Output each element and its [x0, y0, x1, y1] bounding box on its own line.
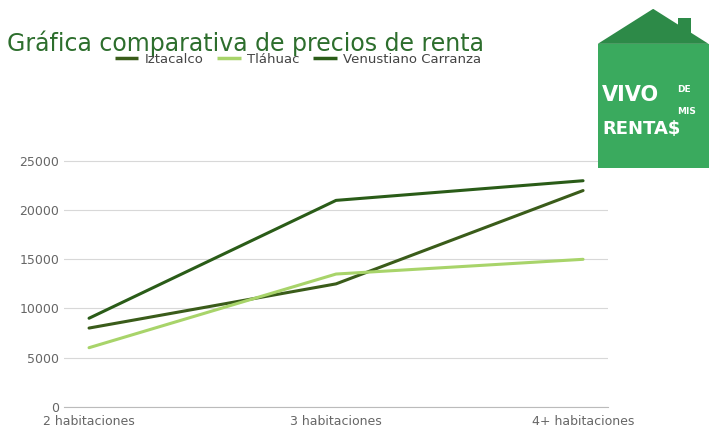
Text: Gráfica comparativa de precios de renta: Gráfica comparativa de precios de renta: [7, 31, 484, 57]
FancyBboxPatch shape: [598, 44, 709, 168]
Text: VIVO: VIVO: [602, 85, 659, 105]
Text: MIS: MIS: [678, 107, 696, 117]
Legend: Iztacalco, Tláhuac, Venustiano Carranza: Iztacalco, Tláhuac, Venustiano Carranza: [109, 47, 487, 71]
Polygon shape: [598, 9, 709, 44]
Text: RENTA$: RENTA$: [602, 120, 681, 138]
Text: DE: DE: [678, 85, 691, 94]
FancyBboxPatch shape: [678, 19, 691, 41]
